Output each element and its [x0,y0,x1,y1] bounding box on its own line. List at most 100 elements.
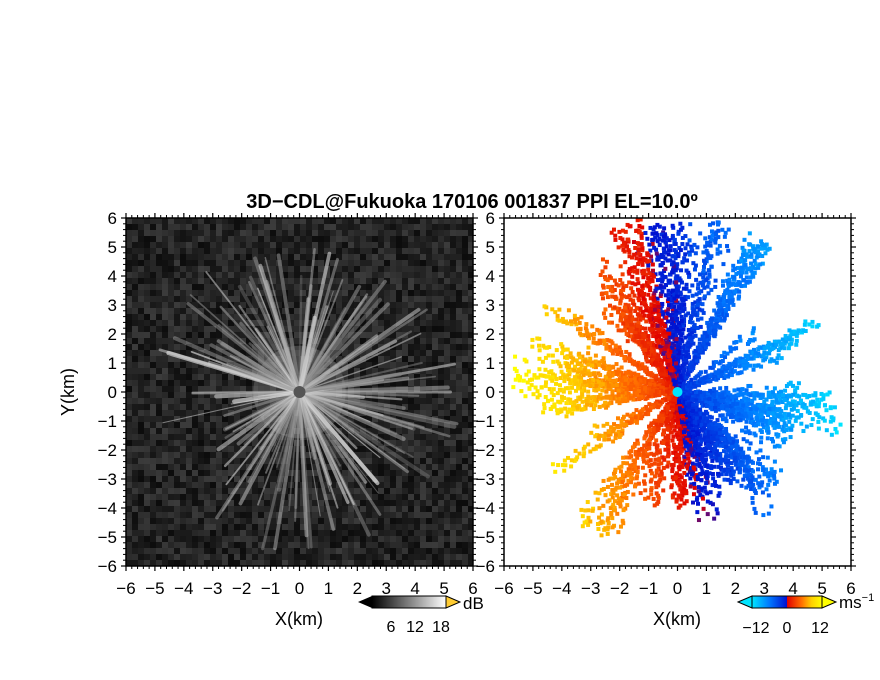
velocity-cell [714,320,719,325]
noise-cell [150,386,156,392]
noise-cell [372,530,378,536]
noise-cell [168,290,174,296]
noise-cell [360,362,366,368]
noise-cell [354,524,360,530]
noise-cell [228,260,234,266]
noise-cell [210,272,216,278]
noise-cell [192,434,198,440]
noise-cell [378,254,384,260]
noise-cell [384,548,390,554]
noise-cell [318,368,324,374]
noise-cell [228,332,234,338]
noise-cell [378,446,384,452]
velocity-cell [605,338,610,343]
noise-cell [366,494,372,500]
noise-cell [384,422,390,428]
noise-cell [156,392,162,398]
noise-cell [234,500,240,506]
noise-cell [396,326,402,332]
noise-cell [174,458,180,464]
noise-cell [438,440,444,446]
noise-cell [156,524,162,530]
noise-cell [294,542,300,548]
noise-cell [174,542,180,548]
reflectivity-beam [298,356,402,393]
noise-cell [126,476,132,482]
noise-cell [150,272,156,278]
velocity-cell [683,456,688,461]
velocity-cell [605,531,610,536]
noise-cell [216,440,222,446]
noise-cell [462,308,468,314]
noise-cell [150,296,156,302]
noise-cell [468,422,473,428]
velocity-cell [675,471,680,476]
noise-cell [198,416,204,422]
noise-cell [444,284,450,290]
noise-cell [150,518,156,524]
noise-cell [444,260,450,266]
noise-cell [138,476,144,482]
noise-cell [276,554,282,560]
noise-cell [282,494,288,500]
noise-cell [456,494,462,500]
noise-cell [168,338,174,344]
noise-cell [318,542,324,548]
noise-cell [276,524,282,530]
noise-cell [210,422,216,428]
velocity-cell [761,425,766,430]
noise-cell [156,428,162,434]
noise-cell [438,230,444,236]
noise-cell [390,320,396,326]
noise-cell [402,248,408,254]
noise-cell [132,248,138,254]
noise-cell [426,470,432,476]
noise-cell [270,272,276,278]
noise-cell [456,524,462,530]
noise-cell [330,542,336,548]
noise-cell [384,260,390,266]
noise-cell [300,236,306,242]
noise-cell [222,422,228,428]
noise-cell [426,464,432,470]
velocity-cell [546,353,551,358]
velocity-cell [543,380,548,385]
noise-cell [282,326,288,332]
noise-cell [384,302,390,308]
noise-cell [186,224,192,230]
noise-cell [342,350,348,356]
noise-cell [186,476,192,482]
noise-cell [378,476,384,482]
noise-cell [420,356,426,362]
noise-cell [276,350,282,356]
noise-cell [426,404,432,410]
noise-cell [384,488,390,494]
noise-cell [462,320,468,326]
noise-cell [456,488,462,494]
noise-cell [216,314,222,320]
noise-cell [210,392,216,398]
noise-cell [156,554,162,560]
noise-cell [186,236,192,242]
noise-cell [192,224,198,230]
noise-cell [138,344,144,350]
noise-cell [276,452,282,458]
velocity-cell [597,338,602,343]
noise-cell [378,506,384,512]
noise-cell [390,314,396,320]
noise-cell [348,524,354,530]
noise-cell [438,530,444,536]
noise-cell [162,446,168,452]
velocity-cell [563,347,568,352]
noise-cell [396,386,402,392]
velocity-cell [647,402,652,407]
noise-cell [462,404,468,410]
noise-cell [444,248,450,254]
noise-cell [414,518,420,524]
noise-cell [360,404,366,410]
velocity-cell [673,331,678,336]
noise-cell [336,314,342,320]
noise-cell [414,320,420,326]
noise-cell [180,284,186,290]
